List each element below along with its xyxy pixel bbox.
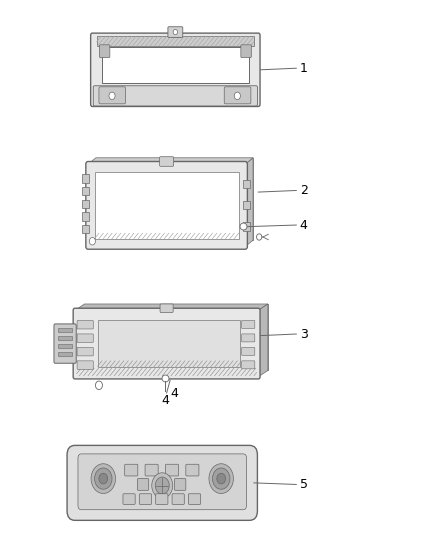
FancyBboxPatch shape [242,334,255,342]
Bar [82,187,89,196]
FancyBboxPatch shape [242,361,255,369]
Circle shape [152,473,173,498]
Bar [58,344,72,348]
FancyBboxPatch shape [168,27,183,37]
FancyBboxPatch shape [86,161,247,249]
Bar [82,225,89,233]
FancyBboxPatch shape [159,157,173,166]
FancyBboxPatch shape [125,464,138,476]
Bar [244,180,250,188]
Bar [82,212,89,221]
Polygon shape [258,304,268,377]
FancyBboxPatch shape [77,348,93,356]
FancyBboxPatch shape [160,304,173,312]
Text: 4: 4 [300,219,307,231]
FancyBboxPatch shape [77,334,93,342]
Bar [95,172,239,239]
FancyBboxPatch shape [186,464,199,476]
Circle shape [95,468,112,489]
Text: 3: 3 [300,327,307,341]
Circle shape [234,92,240,100]
FancyBboxPatch shape [242,320,255,328]
Text: 4: 4 [161,394,169,407]
Circle shape [173,29,177,35]
Bar [97,36,254,46]
Circle shape [257,234,262,240]
FancyBboxPatch shape [78,454,247,510]
FancyBboxPatch shape [54,324,76,364]
FancyBboxPatch shape [99,87,126,104]
FancyBboxPatch shape [224,87,251,104]
Polygon shape [245,158,253,247]
Bar [58,336,72,340]
Text: 1: 1 [300,62,307,75]
FancyBboxPatch shape [188,494,201,504]
Polygon shape [96,158,253,240]
FancyBboxPatch shape [166,464,179,476]
Circle shape [91,464,116,494]
FancyBboxPatch shape [138,479,149,490]
FancyBboxPatch shape [123,494,135,504]
FancyBboxPatch shape [93,86,258,106]
Text: 5: 5 [300,478,308,491]
FancyBboxPatch shape [145,464,158,476]
Circle shape [95,381,102,390]
FancyBboxPatch shape [139,494,152,504]
FancyBboxPatch shape [99,45,110,58]
FancyBboxPatch shape [174,479,186,490]
FancyBboxPatch shape [77,361,93,369]
Text: 2: 2 [300,184,307,197]
Bar [244,222,250,231]
FancyBboxPatch shape [172,494,184,504]
Circle shape [89,238,95,245]
FancyBboxPatch shape [73,308,260,379]
Text: 4: 4 [170,386,178,400]
FancyBboxPatch shape [91,33,260,107]
Circle shape [212,468,230,489]
Bar [244,201,250,209]
Bar [102,47,249,83]
Polygon shape [88,158,253,164]
FancyBboxPatch shape [242,348,255,356]
Bar [82,174,89,183]
Bar [58,352,72,357]
FancyBboxPatch shape [67,446,258,520]
Circle shape [217,473,226,484]
Polygon shape [85,304,268,370]
Circle shape [99,473,108,484]
FancyBboxPatch shape [241,45,251,58]
Polygon shape [75,304,268,310]
Bar [58,328,72,332]
Circle shape [155,477,169,494]
Circle shape [209,464,233,494]
FancyBboxPatch shape [155,494,168,504]
FancyBboxPatch shape [77,320,93,329]
Bar [82,199,89,208]
Circle shape [109,92,115,100]
Bar [98,320,240,367]
